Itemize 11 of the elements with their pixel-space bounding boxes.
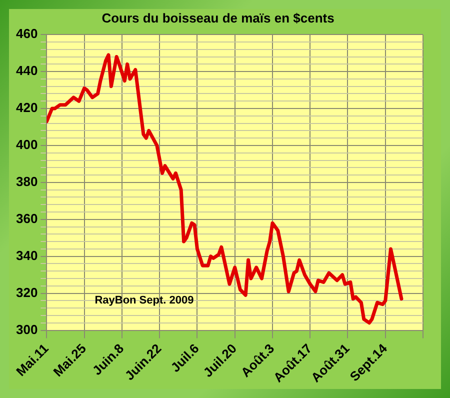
y-tick-label: 420 <box>16 100 38 116</box>
y-tick-label: 320 <box>16 284 38 300</box>
y-tick-label: 300 <box>16 322 38 337</box>
y-tick-label: 400 <box>16 137 38 152</box>
annotation: RayBon Sept. 2009 <box>94 294 194 306</box>
y-tick-label: 360 <box>16 210 38 226</box>
chart-title: Cours du boisseau de maïs en $cents <box>102 10 334 26</box>
y-tick-label: 440 <box>16 63 38 78</box>
y-tick-label: 380 <box>16 174 38 190</box>
y-tick-label: 340 <box>16 248 38 263</box>
y-tick-label: 460 <box>16 26 38 42</box>
